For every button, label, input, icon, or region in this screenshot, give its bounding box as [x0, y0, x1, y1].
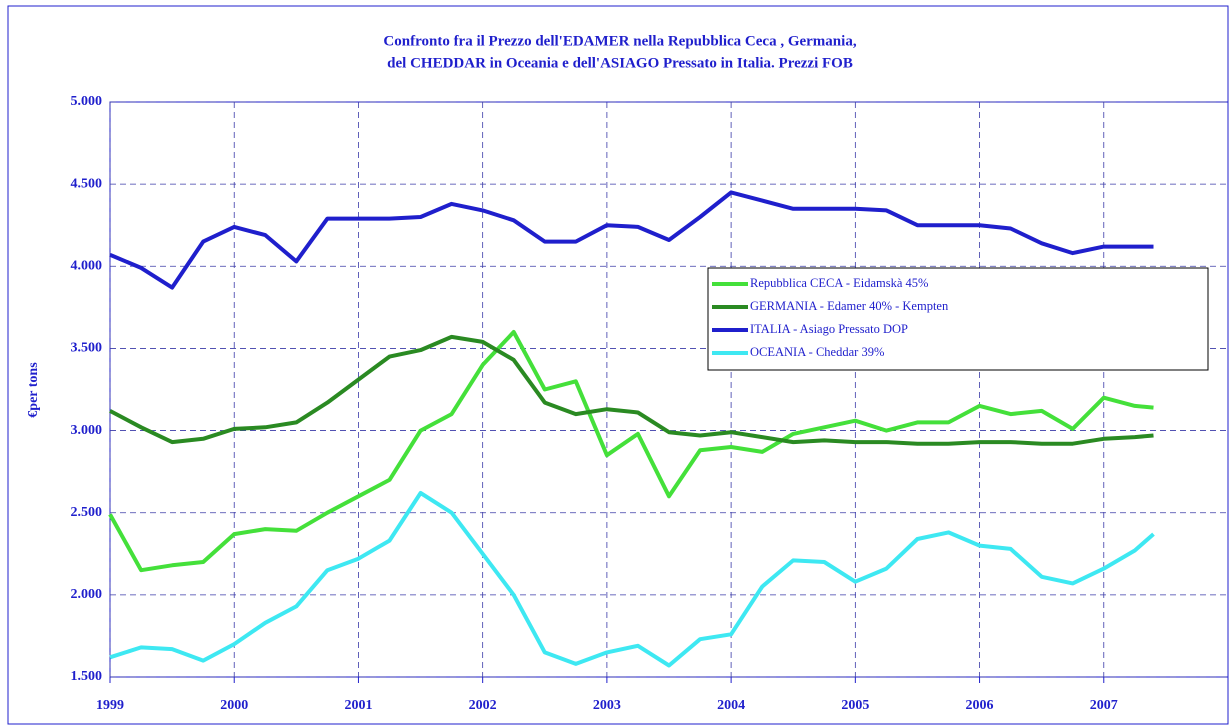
legend — [707, 267, 1209, 371]
chart-title: Confronto fra il Prezzo dell'EDAMER nell… — [383, 33, 856, 49]
plot-area — [109, 101, 1229, 678]
legend-label: ITALIA - Asiago Pressato DOP — [750, 322, 908, 336]
legend-label: OCEANIA - Cheddar 39% — [750, 345, 884, 359]
y-tick-label: 2.500 — [71, 505, 103, 520]
line-series — [109, 190, 1154, 290]
y-tick-label: 5.000 — [71, 94, 103, 109]
x-tick-label: 2005 — [841, 698, 869, 713]
line-series — [109, 334, 1154, 446]
y-tick-label: 2.000 — [71, 587, 103, 602]
legend-label: GERMANIA - Edamer 40% - Kempten — [750, 299, 949, 313]
line-series — [109, 491, 1155, 668]
x-tick-label: 2000 — [220, 698, 248, 713]
y-tick-label: 3.500 — [71, 341, 103, 356]
x-tick-label: 2006 — [966, 698, 994, 713]
x-tick-label: 2003 — [593, 698, 621, 713]
line-series — [108, 330, 1154, 573]
x-tick-label: 2007 — [1090, 698, 1118, 713]
legend-label: Repubblica CECA - Eidamskà 45% — [750, 276, 928, 290]
y-tick-label: 1.500 — [71, 669, 103, 684]
y-axis-label: €per tons — [26, 362, 41, 418]
y-tick-label: 4.000 — [71, 259, 103, 274]
chart-title: del CHEDDAR in Oceania e dell'ASIAGO Pre… — [387, 55, 853, 71]
x-tick-label: 2002 — [469, 698, 497, 713]
x-tick-label: 1999 — [96, 698, 124, 713]
y-tick-label: 4.500 — [71, 176, 103, 191]
x-tick-label: 2004 — [717, 698, 745, 713]
x-tick-label: 2001 — [344, 698, 372, 713]
y-tick-label: 3.000 — [71, 423, 103, 438]
